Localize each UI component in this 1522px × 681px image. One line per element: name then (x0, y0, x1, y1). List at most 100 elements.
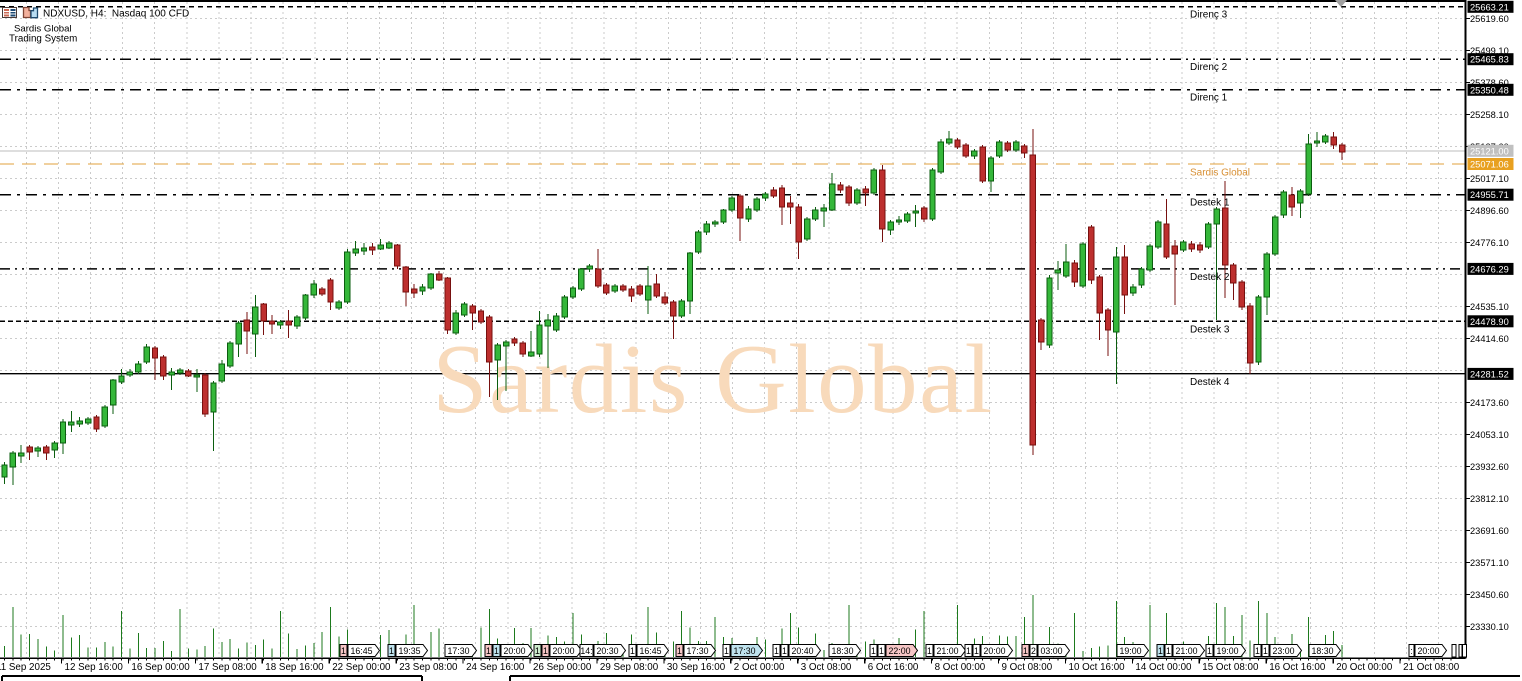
svg-text:19:00: 19:00 (1119, 646, 1141, 656)
svg-text:17:30: 17:30 (686, 646, 708, 656)
svg-text:25350.48: 25350.48 (1470, 85, 1509, 95)
svg-text:1: 1 (974, 646, 979, 656)
svg-text:9 Oct 08:00: 9 Oct 08:00 (1002, 662, 1053, 673)
svg-text:1: 1 (1263, 646, 1268, 656)
svg-text:6 Oct 16:00: 6 Oct 16:00 (868, 662, 919, 673)
svg-text:25258.10: 25258.10 (1470, 110, 1509, 120)
svg-text:2: 2 (1031, 646, 1036, 656)
svg-text:19:00: 19:00 (1216, 646, 1238, 656)
svg-text:20:00: 20:00 (1417, 646, 1439, 656)
svg-text:20:00: 20:00 (552, 646, 574, 656)
svg-text:1: 1 (871, 646, 876, 656)
svg-text:2 Oct 00:00: 2 Oct 00:00 (734, 662, 785, 673)
svg-text:25499.10: 25499.10 (1470, 46, 1509, 56)
svg-text:30 Sep 16:00: 30 Sep 16:00 (667, 662, 726, 673)
svg-text:23691.60: 23691.60 (1470, 526, 1509, 536)
svg-text:3 Oct 08:00: 3 Oct 08:00 (801, 662, 852, 673)
svg-text:1: 1 (966, 646, 971, 656)
svg-text:20:30: 20:30 (596, 646, 618, 656)
svg-text:Sardis Global: Sardis Global (14, 24, 72, 35)
svg-text:20 Oct 00:00: 20 Oct 00:00 (1336, 662, 1393, 673)
svg-text:16 Sep 00:00: 16 Sep 00:00 (131, 662, 190, 673)
svg-text:20:00: 20:00 (503, 646, 525, 656)
svg-text:1: 1 (782, 646, 787, 656)
svg-text:18 Sep 16:00: 18 Sep 16:00 (265, 662, 324, 673)
svg-text:24281.52: 24281.52 (1470, 369, 1509, 379)
svg-text:8 Oct 00:00: 8 Oct 00:00 (935, 662, 986, 673)
svg-text:25619.60: 25619.60 (1470, 14, 1509, 24)
svg-text:25017.10: 25017.10 (1470, 174, 1509, 184)
svg-text:1: 1 (535, 646, 540, 656)
svg-text:18:30: 18:30 (1311, 646, 1333, 656)
svg-text:23571.10: 23571.10 (1470, 558, 1509, 568)
svg-text:1: 1 (389, 646, 394, 656)
svg-text:23 Sep 08:00: 23 Sep 08:00 (399, 662, 458, 673)
svg-text:19:35: 19:35 (398, 646, 420, 656)
svg-text:24676.29: 24676.29 (1470, 264, 1509, 274)
svg-text:20:40: 20:40 (791, 646, 813, 656)
svg-text:1: 1 (927, 646, 932, 656)
svg-text:1: 1 (1207, 646, 1212, 656)
svg-text:20:00: 20:00 (983, 646, 1005, 656)
svg-text:24535.10: 24535.10 (1470, 302, 1509, 312)
svg-text:1: 1 (879, 646, 884, 656)
svg-text:23:00: 23:00 (1272, 646, 1294, 656)
svg-text:16:45: 16:45 (639, 646, 661, 656)
svg-text:24776.10: 24776.10 (1470, 238, 1509, 248)
svg-text:24414.60: 24414.60 (1470, 334, 1509, 344)
svg-text:17 Sep 08:00: 17 Sep 08:00 (198, 662, 257, 673)
svg-text:22 Sep 00:00: 22 Sep 00:00 (332, 662, 391, 673)
svg-text:25465.83: 25465.83 (1470, 55, 1509, 65)
svg-text:Destek 2: Destek 2 (1190, 272, 1230, 283)
svg-text:24478.90: 24478.90 (1470, 317, 1509, 327)
svg-text:1: 1 (341, 646, 346, 656)
svg-text:23450.60: 23450.60 (1470, 590, 1509, 600)
svg-text:24955.71: 24955.71 (1470, 190, 1509, 200)
svg-text:24053.10: 24053.10 (1470, 430, 1509, 440)
svg-text:1: 1 (494, 646, 499, 656)
svg-text:16:45: 16:45 (350, 646, 372, 656)
svg-text:25071.06: 25071.06 (1470, 160, 1509, 170)
svg-text:21:00: 21:00 (936, 646, 958, 656)
svg-text:14:: 14: (580, 646, 592, 656)
svg-text:03:00: 03:00 (1040, 646, 1062, 656)
svg-text:NDXUSD, H4: Nasdaq 100 CFD: NDXUSD, H4: Nasdaq 100 CFD (43, 9, 189, 20)
svg-text:1: 1 (1158, 646, 1163, 656)
svg-text:1: 1 (1023, 646, 1028, 656)
svg-text:24 Sep 16:00: 24 Sep 16:00 (466, 662, 525, 673)
svg-text:Direnç 3: Direnç 3 (1190, 10, 1228, 21)
svg-text:Trading System: Trading System (9, 34, 77, 45)
svg-text:Direnç 1: Direnç 1 (1190, 93, 1228, 104)
svg-text:Destek 4: Destek 4 (1190, 377, 1230, 388)
svg-text:Direnç 2: Direnç 2 (1190, 62, 1228, 73)
svg-text:Destek 1: Destek 1 (1190, 198, 1230, 209)
svg-text:23932.60: 23932.60 (1470, 462, 1509, 472)
svg-text:14 Oct 00:00: 14 Oct 00:00 (1135, 662, 1192, 673)
svg-text:12 Sep 16:00: 12 Sep 16:00 (65, 662, 124, 673)
svg-text:15 Oct 08:00: 15 Oct 08:00 (1202, 662, 1259, 673)
svg-text:1: 1 (630, 646, 635, 656)
svg-text:1: 1 (543, 646, 548, 656)
svg-text:17:30: 17:30 (447, 646, 469, 656)
svg-text:23330.10: 23330.10 (1470, 622, 1509, 632)
svg-text:25378.60: 25378.60 (1470, 78, 1509, 88)
svg-text:1: 1 (486, 646, 491, 656)
svg-text:29 Sep 08:00: 29 Sep 08:00 (600, 662, 659, 673)
svg-text:26 Sep 00:00: 26 Sep 00:00 (533, 662, 592, 673)
svg-text:21:00: 21:00 (1175, 646, 1197, 656)
svg-text:24173.60: 24173.60 (1470, 398, 1509, 408)
svg-text:1: 1 (1166, 646, 1171, 656)
svg-text:1: 1 (677, 646, 682, 656)
svg-text:Destek 3: Destek 3 (1190, 325, 1230, 336)
svg-text:18:30: 18:30 (831, 646, 853, 656)
svg-text:Sardis Global: Sardis Global (1190, 168, 1250, 179)
svg-text:10 Oct 16:00: 10 Oct 16:00 (1069, 662, 1126, 673)
svg-text:1: 1 (724, 646, 729, 656)
svg-text:24896.60: 24896.60 (1470, 206, 1509, 216)
svg-text:17:30: 17:30 (733, 646, 755, 656)
svg-text:23812.10: 23812.10 (1470, 494, 1509, 504)
svg-text:22:00: 22:00 (888, 646, 910, 656)
svg-text:25663.21: 25663.21 (1470, 2, 1509, 12)
svg-text:1: 1 (774, 646, 779, 656)
svg-text:21 Oct 08:00: 21 Oct 08:00 (1403, 662, 1460, 673)
